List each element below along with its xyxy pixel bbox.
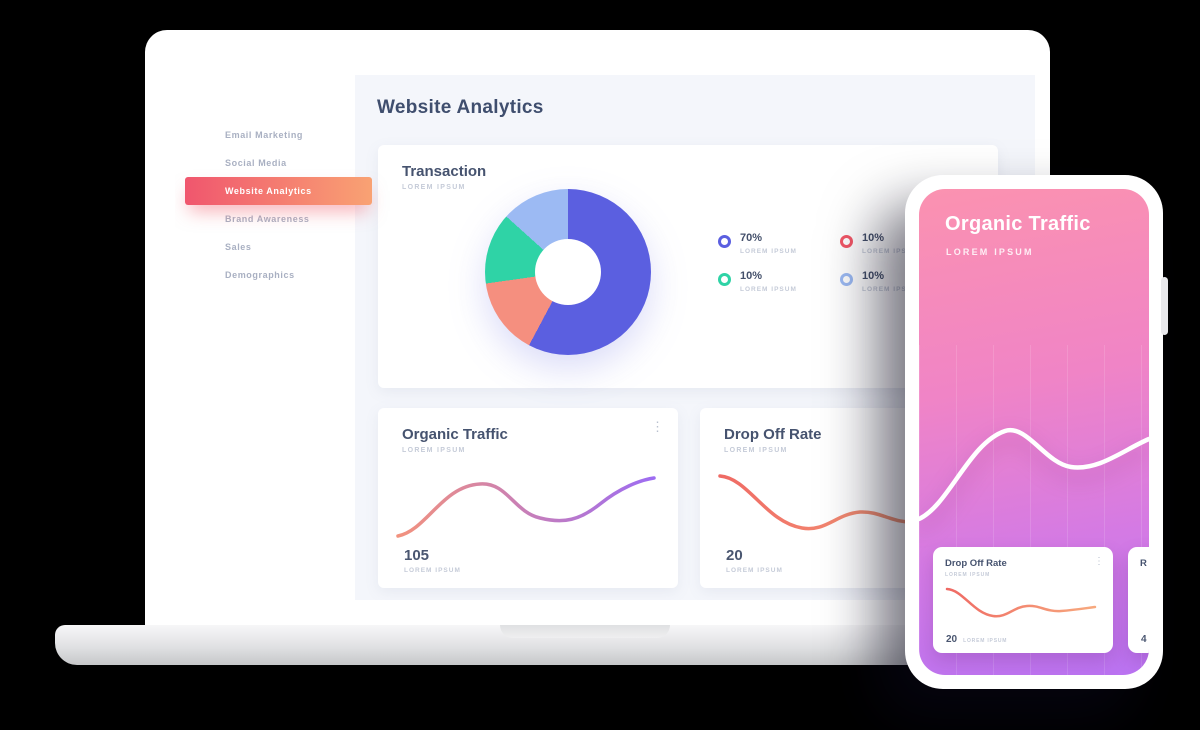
transaction-card-title: Transaction [402,163,487,180]
sidebar-item-demographics[interactable]: Demographics [225,270,295,280]
legend-ring-teal-icon [718,273,731,286]
phone-card-title: Drop Off Rate [945,558,1007,569]
sidebar-item-sales[interactable]: Sales [225,242,252,252]
legend-label: LOREM IPSUM [740,248,797,255]
legend-label: LOREM IPSUM [862,286,919,293]
transaction-card: Transaction LOREM IPSUM 70% LOREM IPSUM [378,145,998,388]
page-title: Website Analytics [377,97,544,118]
legend-item: 10% LOREM IPSUM [718,271,840,309]
legend-ring-red-icon [840,235,853,248]
phone-drop-off-rate-card: Drop Off Rate LOREM IPSUM ⋮ 20 LOREM [933,547,1113,653]
legend-value: 10% [862,270,885,282]
legend-ring-purple-icon [718,235,731,248]
phone-mini-line-chart [945,587,1097,618]
legend-label: LOREM IPSUM [740,286,797,293]
legend-value: 70% [740,232,763,244]
organic-metric-value: 105 [404,547,430,564]
phone-partial-card-title: R [1140,558,1147,569]
organic-card-subtitle: LOREM IPSUM [402,447,466,454]
phone-side-button [1161,277,1168,335]
transaction-legend: 70% LOREM IPSUM 10% LOREM IPSUM [718,233,962,309]
legend-item: 10% LOREM IPSUM [840,271,962,309]
organic-traffic-card: Organic Traffic LOREM IPSUM ⋮ [378,408,678,588]
phone-partial-card: R 4 [1128,547,1149,653]
legend-ring-blue-icon [840,273,853,286]
phone-subtitle: LOREM IPSUM [946,247,1034,257]
phone-card-value-label: LOREM IPSUM [963,638,1008,644]
legend-value: 10% [740,270,763,282]
sidebar: Email Marketing Social Media Website Ana… [175,75,372,600]
kebab-menu-icon[interactable]: ⋮ [651,419,664,434]
phone-organic-line-chart [919,427,1149,522]
dropoff-metric-label: LOREM IPSUM [726,567,783,574]
phone-title: Organic Traffic [945,213,1091,235]
organic-card-title: Organic Traffic [402,426,508,443]
organic-metric-label: LOREM IPSUM [404,567,461,574]
phone-card-subtitle: LOREM IPSUM [945,572,991,578]
legend-item: 70% LOREM IPSUM [718,233,840,271]
dropoff-card-subtitle: LOREM IPSUM [724,447,788,454]
phone-card-value: 20 [946,634,958,645]
transaction-donut-chart [485,189,651,355]
dropoff-metric-value: 20 [726,547,743,564]
sidebar-item-email-marketing[interactable]: Email Marketing [225,130,304,140]
phone-screen: Organic Traffic LOREM IPSUM Drop Off Rat… [919,189,1149,675]
organic-traffic-line-chart [396,476,656,538]
legend-value: 10% [862,232,885,244]
legend-label: LOREM IPSUM [862,248,919,255]
dropoff-card-title: Drop Off Rate [724,426,822,443]
phone-partial-card-value: 4 [1141,634,1147,645]
kebab-menu-icon[interactable]: ⋮ [1094,556,1104,567]
sidebar-item-social-media[interactable]: Social Media [225,158,287,168]
legend-item: 10% LOREM IPSUM [840,233,962,271]
phone-mockup: Organic Traffic LOREM IPSUM Drop Off Rat… [905,175,1168,689]
sidebar-item-website-analytics[interactable]: Website Analytics [185,177,372,205]
transaction-card-subtitle: LOREM IPSUM [402,184,466,191]
sidebar-item-brand-awareness[interactable]: Brand Awareness [225,214,310,224]
